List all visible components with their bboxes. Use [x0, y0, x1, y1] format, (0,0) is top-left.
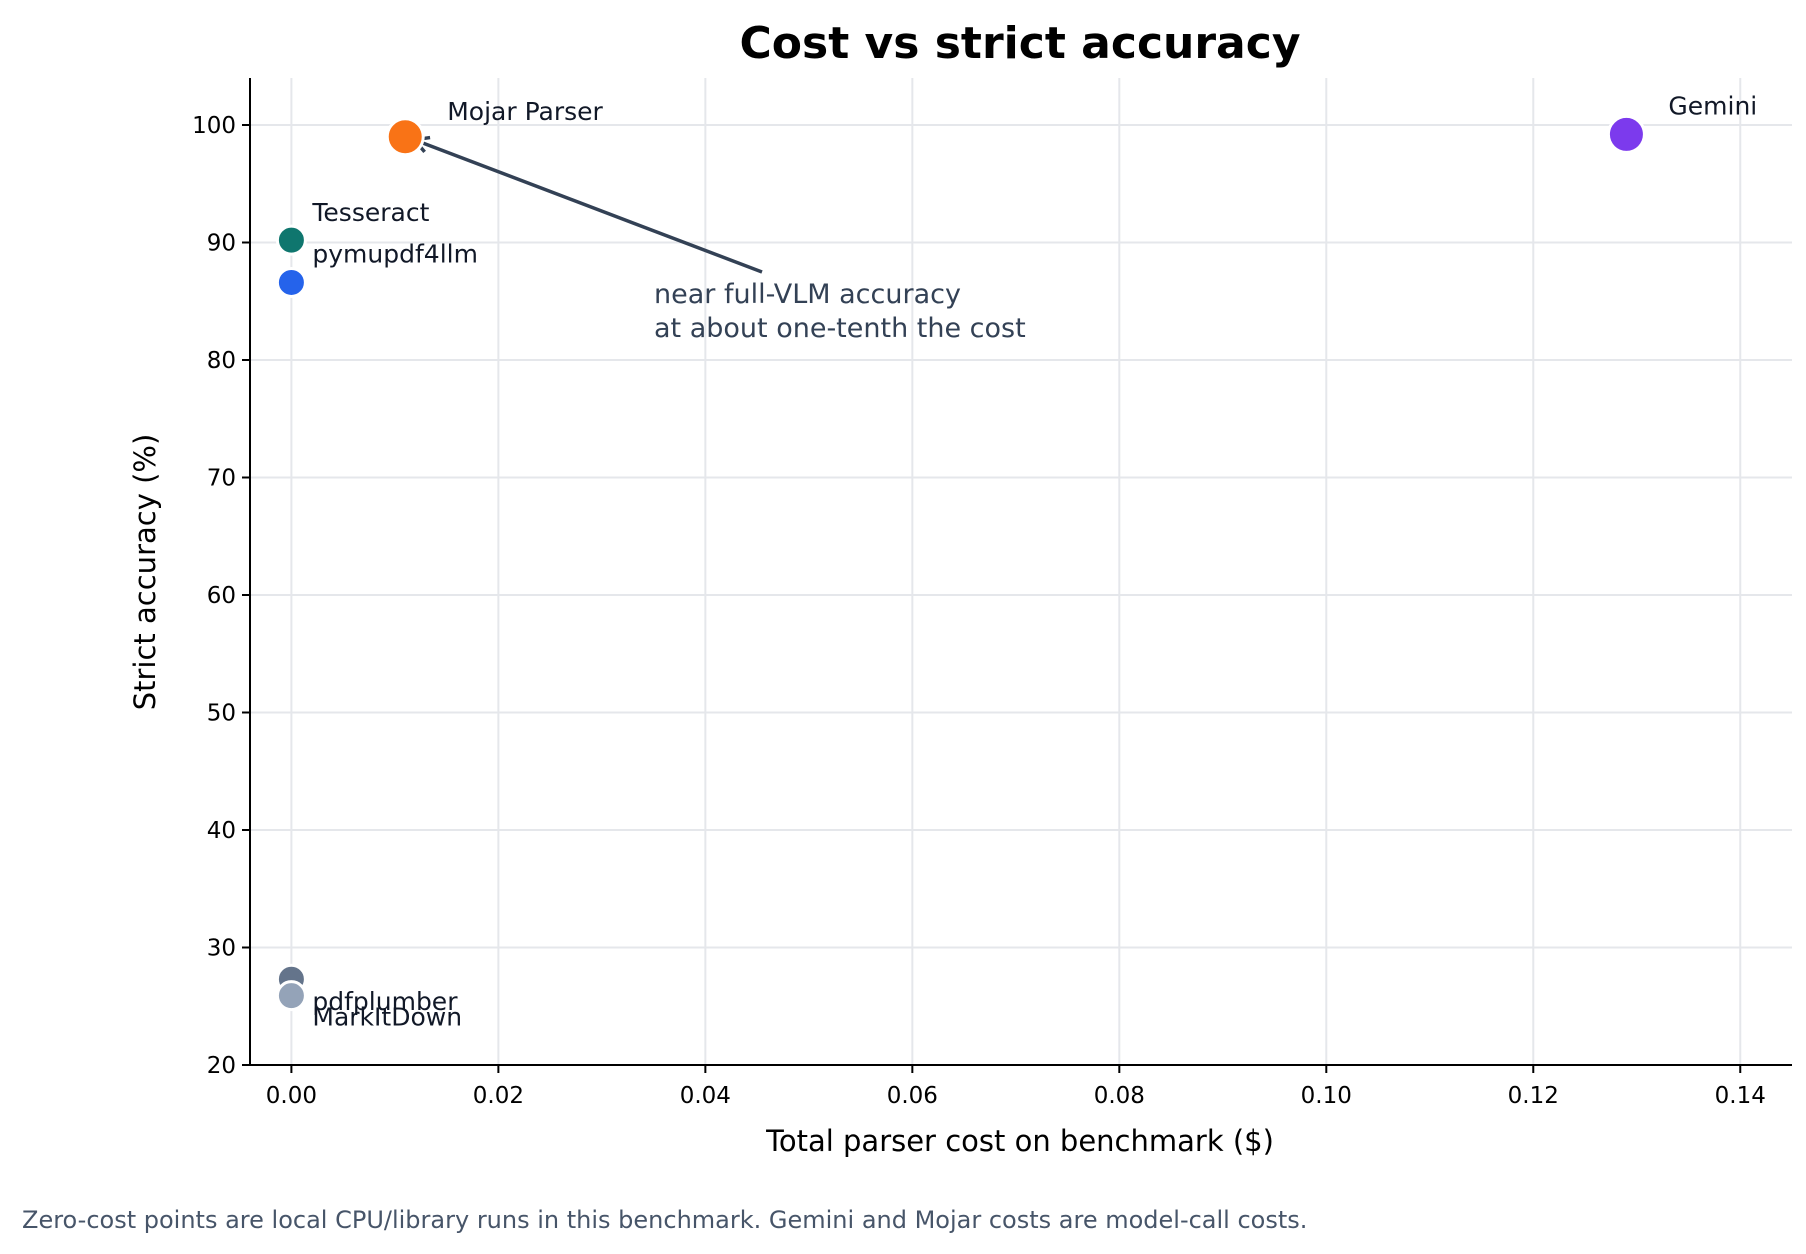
x-tick-label: 0.10: [1301, 1083, 1352, 1109]
point-label-gemini: Gemini: [1668, 91, 1757, 120]
x-axis-label: Total parser cost on benchmark ($): [765, 1124, 1274, 1158]
point-label-mojar-parser: Mojar Parser: [447, 97, 603, 126]
y-tick-label: 60: [207, 583, 236, 609]
data-point-tesseract: [275, 224, 307, 256]
x-tick-label: 0.06: [887, 1083, 938, 1109]
point-labels: Mojar Parser Gemini Tesseract pymupdf4llm pd…: [311, 91, 1757, 1031]
annotation-text-line: at about one-tenth the cost: [654, 313, 1026, 344]
y-tick-label: 80: [207, 348, 236, 374]
x-tick-label: 0.12: [1508, 1083, 1559, 1109]
annotation-arrow-line: [413, 138, 763, 274]
data-point-pymupdf4llm: [275, 266, 307, 298]
data-point-gemini: [1606, 114, 1646, 154]
x-tick-label: 0.02: [473, 1083, 524, 1109]
chart-title: Cost vs strict accuracy: [739, 18, 1300, 69]
data-point-markitdown: [275, 980, 307, 1012]
point-label-pymupdf4llm: pymupdf4llm: [312, 239, 478, 268]
x-tick-label: 0.04: [680, 1083, 731, 1109]
point-label-pdfplumber: pdfplumber: [312, 987, 458, 1016]
y-axis-label: Strict accuracy (%): [128, 434, 162, 711]
axes: [249, 78, 1792, 1066]
x-axis-ticks: 0.00 0.02 0.04 0.06 0.08 0.10 0.12 0.14: [266, 1065, 1766, 1109]
point-label-markitdown: MarkItDown: [312, 1003, 462, 1032]
y-tick-label: 50: [207, 701, 236, 727]
x-tick-label: 0.14: [1715, 1083, 1766, 1109]
y-axis-ticks: 20 30 40 50 60 70 80 90 100: [192, 113, 250, 1079]
x-tick-label: 0.08: [1094, 1083, 1145, 1109]
point-label-tesseract: Tesseract: [311, 198, 429, 227]
data-points: [275, 114, 1646, 1012]
y-tick-label: 40: [207, 818, 236, 844]
y-tick-label: 100: [192, 113, 236, 139]
annotation-text-line: near full-VLM accuracy: [654, 279, 961, 310]
y-tick-label: 20: [207, 1053, 236, 1079]
y-tick-label: 70: [207, 466, 236, 492]
chart-footnote: Zero-cost points are local CPU/library r…: [22, 1206, 1308, 1234]
x-tick-label: 0.00: [266, 1083, 317, 1109]
grid-lines: [250, 78, 1792, 1065]
y-tick-label: 30: [207, 936, 236, 962]
data-point-mojar-parser: [385, 117, 425, 157]
y-tick-label: 90: [207, 231, 236, 257]
